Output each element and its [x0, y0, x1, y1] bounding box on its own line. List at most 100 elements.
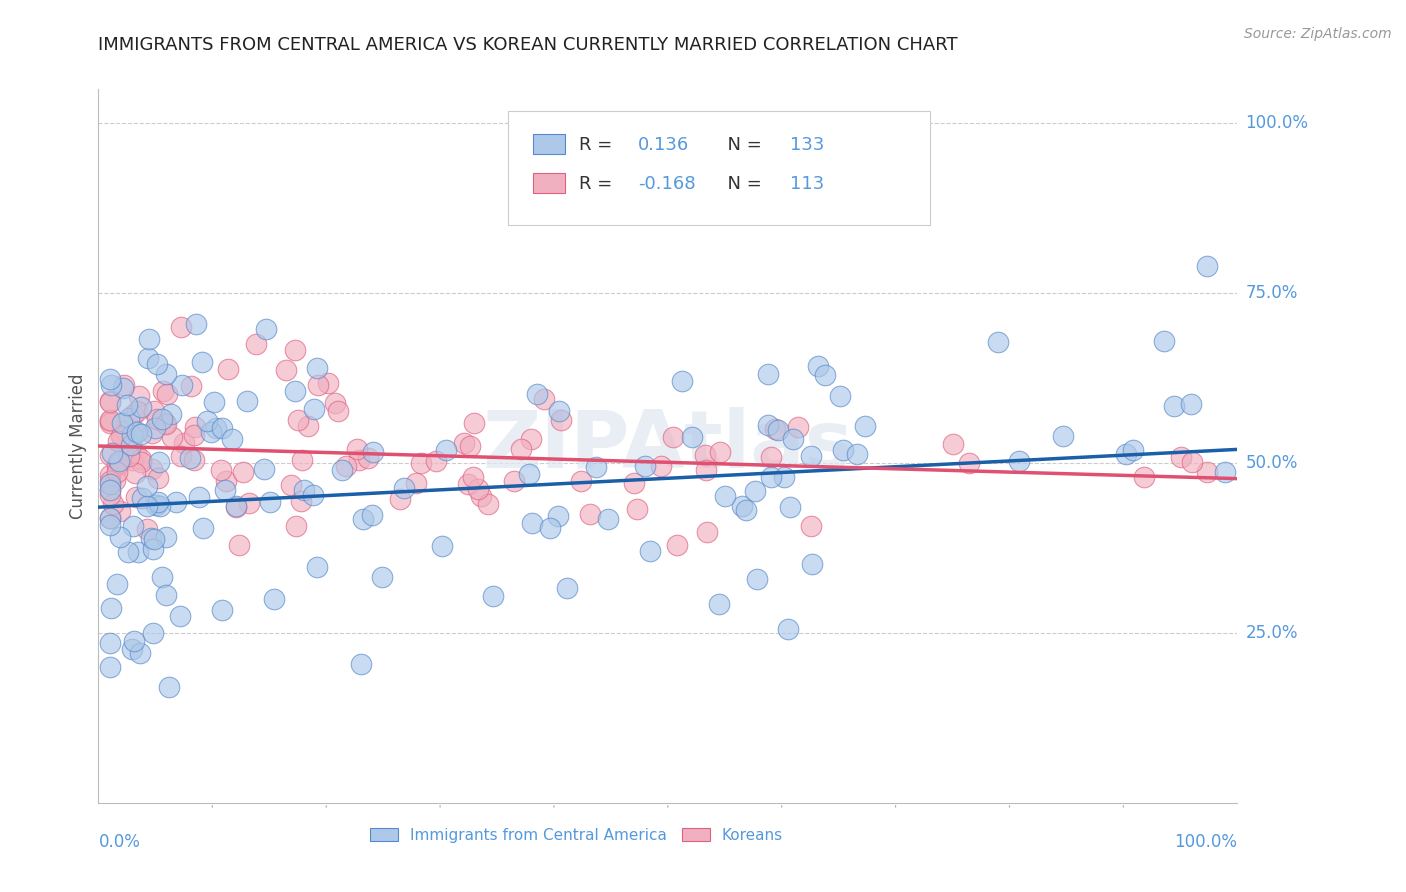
Point	[744, 484, 766, 499]
Point	[101, 497, 124, 511]
Point	[253, 462, 276, 476]
Point	[200, 425, 222, 439]
Point	[115, 399, 138, 413]
Point	[1153, 334, 1175, 349]
Point	[121, 453, 143, 467]
Point	[236, 393, 259, 408]
Point	[183, 453, 205, 467]
Point	[626, 501, 648, 516]
Point	[122, 634, 145, 648]
Point	[987, 334, 1010, 349]
Point	[195, 414, 218, 428]
Point	[800, 557, 823, 571]
Point	[287, 412, 309, 426]
Point	[98, 510, 121, 524]
Point	[120, 438, 142, 452]
Point	[259, 495, 281, 509]
Point	[274, 363, 297, 377]
Point	[105, 577, 128, 591]
Point	[108, 454, 131, 468]
Point	[477, 497, 499, 511]
Point	[125, 491, 148, 505]
Point	[814, 368, 837, 383]
Point	[142, 542, 165, 557]
Point	[125, 425, 148, 439]
Point	[136, 499, 159, 513]
Point	[807, 359, 830, 374]
Point	[579, 508, 602, 522]
Text: 25.0%: 25.0%	[1246, 624, 1298, 642]
Point	[98, 517, 121, 532]
Point	[695, 463, 717, 477]
Point	[180, 379, 202, 393]
Point	[585, 460, 607, 475]
Bar	[533, 134, 565, 154]
Point	[98, 660, 121, 674]
Point	[280, 478, 302, 492]
Point	[131, 491, 153, 505]
Point	[129, 426, 152, 441]
Point	[569, 474, 592, 488]
Point	[550, 413, 572, 427]
Point	[828, 389, 851, 403]
Point	[105, 458, 128, 472]
Point	[457, 477, 479, 491]
Point	[1133, 470, 1156, 484]
Point	[779, 500, 801, 515]
Point	[1170, 450, 1192, 464]
Text: 0.0%: 0.0%	[98, 833, 141, 851]
Point	[232, 465, 254, 479]
Point	[118, 411, 141, 425]
Point	[170, 320, 193, 334]
Point	[179, 450, 201, 465]
Point	[533, 392, 555, 406]
Point	[461, 470, 484, 484]
Point	[623, 476, 645, 491]
Point	[389, 491, 412, 506]
Point	[150, 570, 173, 584]
Point	[709, 445, 731, 459]
Point	[127, 404, 149, 418]
Point	[98, 416, 121, 430]
Text: N =: N =	[716, 136, 768, 153]
Point	[352, 512, 374, 526]
Point	[202, 394, 225, 409]
Point	[225, 499, 247, 513]
Point	[138, 332, 160, 346]
Point	[149, 499, 172, 513]
Point	[238, 495, 260, 509]
Point	[111, 381, 134, 395]
Point	[304, 401, 326, 416]
Point	[526, 387, 548, 401]
Point	[98, 413, 121, 427]
Point	[129, 646, 152, 660]
Point	[759, 450, 782, 465]
Point	[1181, 455, 1204, 469]
Point	[204, 421, 226, 435]
Point	[768, 423, 790, 437]
Point	[124, 425, 146, 440]
Point	[254, 322, 277, 336]
Point	[425, 453, 447, 467]
Point	[434, 443, 457, 458]
Point	[284, 384, 307, 398]
Point	[98, 372, 121, 386]
Point	[173, 436, 195, 450]
Point	[211, 603, 233, 617]
Point	[756, 367, 779, 381]
Point	[1180, 397, 1202, 411]
Point	[221, 433, 243, 447]
Point	[509, 442, 531, 456]
Point	[169, 609, 191, 624]
Point	[170, 449, 193, 463]
Point	[598, 512, 620, 526]
Point	[146, 495, 169, 509]
Text: IMMIGRANTS FROM CENTRAL AMERICA VS KOREAN CURRENTLY MARRIED CORRELATION CHART: IMMIGRANTS FROM CENTRAL AMERICA VS KOREA…	[98, 36, 957, 54]
Point	[681, 430, 703, 444]
Point	[482, 589, 505, 603]
Point	[104, 473, 127, 487]
Point	[152, 384, 174, 398]
Point	[143, 404, 166, 418]
Point	[307, 360, 329, 375]
Point	[548, 404, 571, 418]
